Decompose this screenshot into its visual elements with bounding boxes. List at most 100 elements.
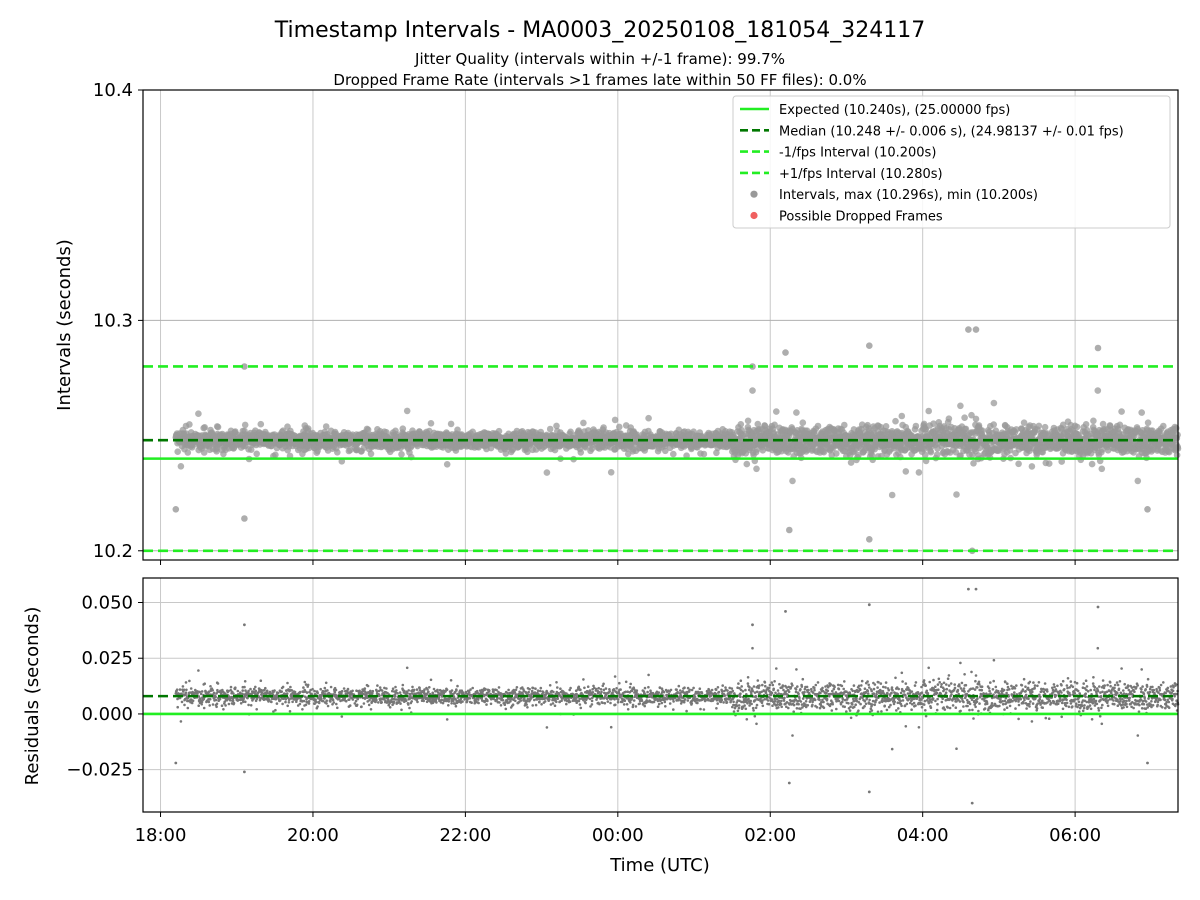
interval-point — [580, 419, 587, 427]
residual-point — [247, 703, 250, 707]
residual-point — [289, 685, 292, 689]
residual-point — [338, 697, 341, 701]
residual-point — [302, 686, 305, 689]
residual-point — [181, 685, 185, 688]
interval-point — [789, 477, 796, 485]
residual-point — [209, 685, 212, 688]
residual-point — [392, 700, 396, 703]
residual-point — [313, 702, 316, 705]
interval-point — [882, 423, 890, 430]
residual-point — [400, 708, 403, 712]
residual-point — [281, 702, 284, 706]
residual-point — [325, 702, 328, 705]
interval-point — [1118, 408, 1125, 415]
residual-point — [354, 699, 358, 703]
residual-point — [540, 703, 543, 706]
interval-point — [403, 407, 411, 415]
residual-point — [288, 710, 292, 713]
interval-point — [925, 407, 932, 415]
interval-point — [898, 412, 906, 420]
residual-point — [329, 685, 333, 689]
interval-point — [990, 399, 998, 407]
interval-point — [1041, 423, 1049, 431]
residual-point — [184, 691, 188, 694]
residual-point — [407, 703, 410, 706]
residual-point — [506, 691, 509, 695]
residual-point — [273, 689, 276, 692]
residual-point — [188, 679, 191, 683]
interval-point — [1059, 421, 1067, 429]
residual-point — [405, 666, 409, 670]
residual-point — [416, 700, 419, 704]
residual-point — [470, 701, 473, 704]
residual-point — [212, 691, 216, 695]
residual-point — [332, 701, 336, 704]
intervals-y-tick-label-0: 10.2 — [93, 541, 133, 562]
residual-point — [467, 691, 471, 694]
interval-point — [1013, 426, 1020, 433]
interval-point — [253, 450, 260, 458]
residual-point — [243, 695, 247, 698]
residual-point — [290, 697, 294, 700]
interval-point — [930, 420, 937, 428]
residual-point — [523, 697, 526, 700]
residual-point — [477, 701, 480, 705]
residual-point — [412, 688, 416, 692]
residual-point — [267, 698, 271, 701]
residual-point — [388, 706, 392, 709]
interval-point — [953, 491, 960, 498]
residual-point — [265, 689, 269, 693]
residual-point — [317, 701, 321, 705]
residual-point — [534, 687, 537, 690]
residual-point — [316, 691, 320, 695]
residual-point — [298, 690, 302, 694]
residual-point — [542, 691, 545, 694]
interval-point — [543, 469, 551, 476]
residual-point — [422, 699, 426, 703]
residual-point — [197, 669, 200, 672]
residual-point — [536, 689, 540, 692]
residual-point — [254, 685, 257, 689]
residual-point — [449, 679, 453, 682]
residual-point — [285, 692, 289, 695]
residual-point — [404, 699, 408, 702]
interval-extreme-point-12 — [1144, 506, 1151, 513]
residual-point — [253, 691, 257, 695]
residual-point — [324, 681, 328, 685]
residual-point — [334, 688, 338, 692]
residual-point — [301, 708, 304, 711]
residual-point — [484, 687, 487, 691]
residual-point — [220, 704, 224, 707]
residual-point — [291, 700, 294, 704]
interval-point — [195, 410, 202, 418]
residual-point — [314, 698, 317, 701]
residual-point — [538, 689, 542, 693]
residual-point — [340, 689, 344, 693]
residual-point — [497, 686, 501, 689]
residual-point — [211, 689, 214, 692]
interval-point — [447, 420, 455, 428]
interval-extreme-point-11 — [1094, 344, 1102, 352]
residual-point — [407, 689, 411, 692]
residual-point — [202, 706, 206, 710]
residual-point — [526, 697, 530, 701]
residual-point — [391, 687, 395, 690]
residual-point — [256, 691, 260, 695]
residual-point — [447, 704, 450, 707]
residual-point — [290, 689, 294, 692]
residual-point — [178, 688, 182, 691]
residual-point — [368, 698, 371, 702]
residuals-panel: −0.0250.0000.0250.050 18:00 20:00 22:00 00:… — [22, 560, 1180, 876]
residual-point — [182, 688, 186, 692]
residual-point — [534, 703, 538, 707]
residual-point — [531, 704, 534, 707]
intervals-y-ticks: 10.210.310.4 — [93, 80, 143, 562]
interval-point — [272, 451, 279, 459]
residual-point — [236, 689, 240, 693]
residual-point — [375, 690, 379, 693]
residual-point — [242, 697, 245, 701]
residual-point — [401, 683, 405, 687]
interval-extreme-point-7 — [866, 536, 873, 543]
residual-point — [278, 699, 282, 702]
residual-point — [260, 688, 263, 692]
